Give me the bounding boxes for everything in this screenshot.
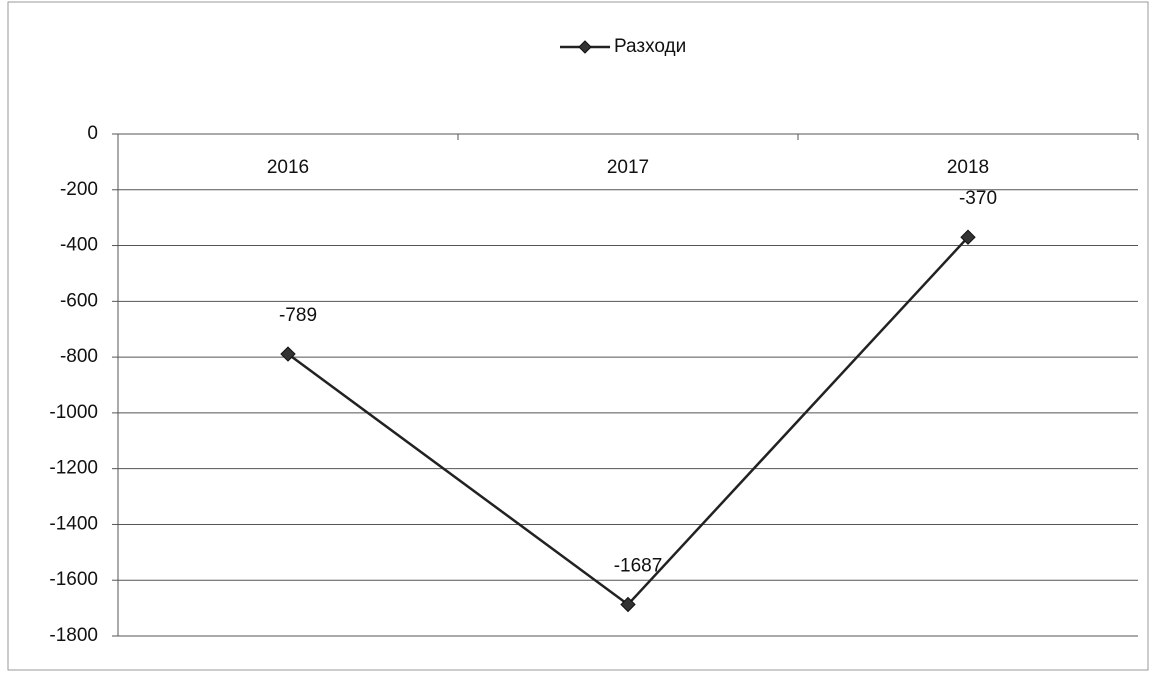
data-label: -370: [959, 188, 997, 209]
x-tick-label: 2018: [947, 157, 989, 178]
point-marker: [280, 346, 296, 362]
point-marker: [620, 596, 636, 613]
y-tick-label: -1000: [49, 402, 98, 423]
y-tick-label: -1600: [49, 569, 98, 590]
y-tick-label: -600: [60, 290, 98, 311]
y-tick-label: -1400: [49, 513, 98, 534]
y-tick-label: -200: [60, 179, 98, 200]
point-marker: [960, 229, 976, 245]
data-label: -1687: [614, 556, 663, 577]
data-label: -789: [279, 305, 317, 326]
y-tick-label: -800: [60, 346, 98, 367]
x-tick-label: 2017: [607, 157, 649, 178]
chart-border: [7, 1, 1149, 671]
y-tick-label: -1200: [49, 458, 98, 479]
legend-marker: [578, 40, 592, 54]
y-tick-label: 0: [87, 123, 98, 144]
y-tick-label: -400: [60, 235, 98, 256]
legend-label: Разходи: [614, 36, 686, 57]
y-tick-label: -1800: [49, 625, 98, 646]
x-tick-label: 2016: [267, 157, 309, 178]
